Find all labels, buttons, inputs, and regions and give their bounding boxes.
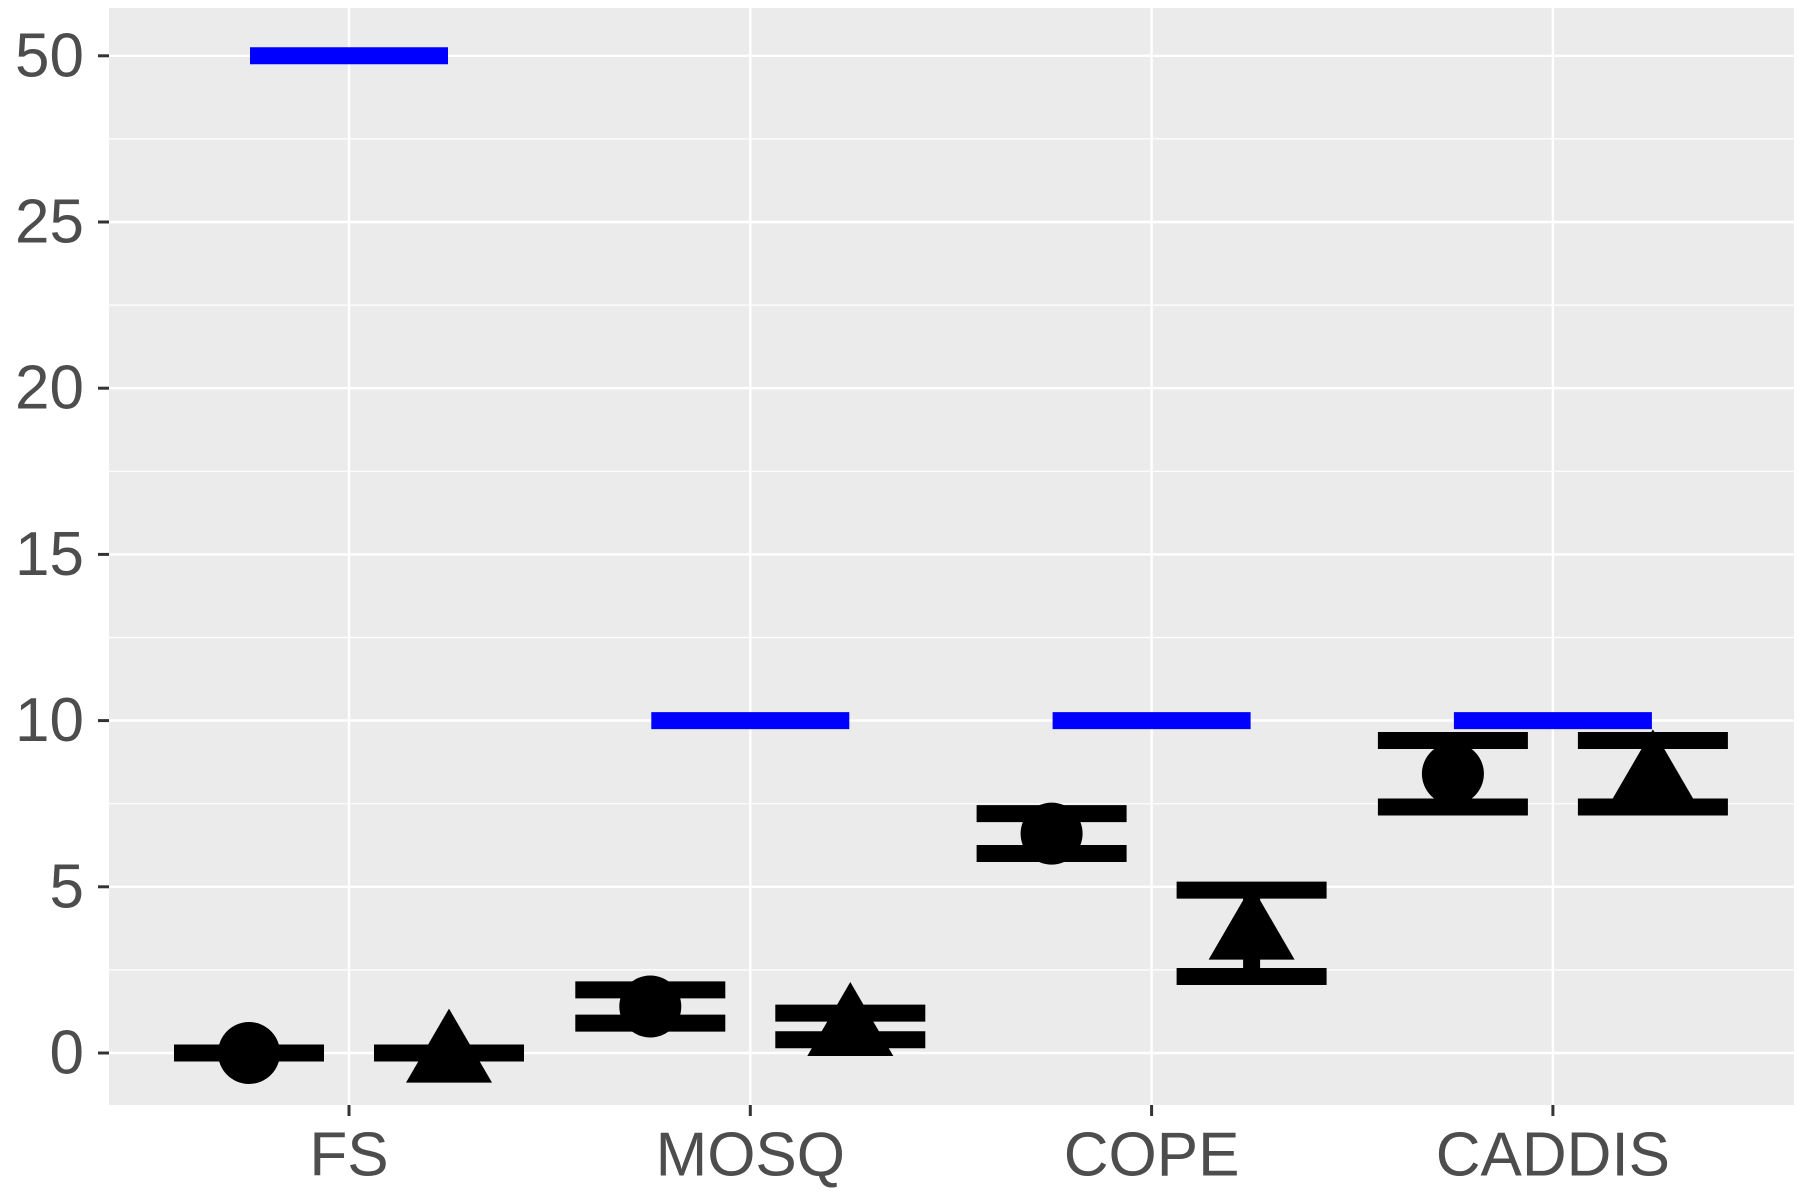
point-circle: [1421, 742, 1484, 805]
x-tick-label: MOSQ: [656, 1121, 845, 1190]
point-circle: [619, 975, 682, 1038]
grid-minor: [109, 138, 1794, 971]
y-tick-label: 15: [15, 520, 84, 589]
y-tick-label: 25: [15, 188, 84, 257]
y-tick-label: 50: [15, 21, 84, 90]
point-circle: [218, 1022, 280, 1084]
point-circle: [1020, 802, 1083, 865]
reference-lines: [250, 47, 1652, 730]
point-triangle: [807, 982, 894, 1057]
x-axis: FS MOSQ COPE CADDIS: [309, 1105, 1670, 1190]
y-tick-label: 5: [50, 852, 84, 921]
y-axis: 0 5 10 15 20 25 50: [15, 21, 109, 1088]
y-tick-label: 10: [15, 686, 84, 755]
y-tick-label: 0: [50, 1019, 84, 1088]
y-tick-label: 20: [15, 354, 84, 423]
x-tick-label: FS: [309, 1121, 388, 1190]
x-tick-label: COPE: [1064, 1121, 1240, 1190]
grid-major: [109, 8, 1794, 1105]
point-triangle: [1208, 885, 1295, 960]
point-triangle: [1609, 729, 1696, 804]
data-points: [218, 729, 1696, 1084]
plot-panel: [109, 8, 1794, 1105]
point-triangle: [406, 1008, 492, 1083]
x-tick-label: CADDIS: [1436, 1121, 1670, 1190]
